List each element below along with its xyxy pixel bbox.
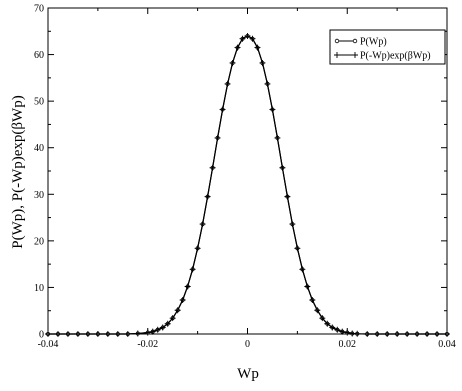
data-point [269, 106, 276, 113]
data-point [309, 297, 316, 304]
data-point [149, 328, 156, 335]
y-tick-label: 0 [39, 330, 44, 341]
legend-entry: P(Wp) [334, 37, 387, 48]
data-point [264, 80, 271, 87]
data-point [404, 331, 411, 337]
data-point [279, 164, 286, 171]
series-line [48, 35, 447, 335]
data-point [189, 266, 196, 273]
data-point [259, 59, 266, 66]
legend-marker [352, 52, 358, 58]
data-point [204, 193, 211, 200]
data-point [339, 328, 346, 335]
data-point [244, 32, 251, 39]
data-point [144, 329, 151, 336]
y-axis-title: P(Wp), P(-Wp)exp(βWp) [10, 95, 26, 248]
data-point [179, 297, 186, 304]
legend-label: P(-Wp)exp(βWp) [360, 51, 431, 62]
data-point [74, 331, 81, 337]
data-point [164, 320, 171, 327]
legend-label: P(Wp) [360, 37, 387, 48]
data-point [124, 331, 131, 337]
data-point [414, 331, 421, 337]
y-tick-label: 20 [34, 236, 44, 247]
data-point [234, 44, 241, 51]
y-tick-label: 70 [34, 4, 44, 15]
data-point [434, 331, 441, 337]
data-point [174, 307, 181, 314]
data-point [94, 331, 101, 337]
data-point [384, 331, 391, 337]
data-point [329, 324, 336, 331]
legend-marker [334, 52, 340, 58]
data-point [194, 245, 201, 252]
data-point [154, 326, 161, 333]
y-tick-label: 30 [34, 190, 44, 201]
legend-marker [334, 38, 340, 44]
series-line [48, 35, 447, 335]
data-point [199, 221, 206, 228]
data-point [254, 44, 261, 51]
data-point [394, 331, 401, 337]
data-point [104, 331, 111, 337]
data-point [284, 193, 291, 200]
data-point [239, 35, 246, 42]
data-point [319, 315, 326, 322]
x-axis-title: Wp [237, 366, 259, 382]
data-point [229, 59, 236, 66]
data-point [344, 329, 351, 336]
data-point [364, 331, 371, 337]
data-point [314, 307, 321, 314]
y-tick-label: 50 [34, 97, 44, 108]
data-point [274, 134, 281, 141]
series-2 [45, 32, 450, 337]
data-point [224, 80, 231, 87]
data-point [114, 331, 121, 337]
x-tick-label: -0.02 [137, 339, 158, 350]
data-point [219, 106, 226, 113]
data-point [64, 331, 71, 337]
data-point [374, 331, 381, 337]
x-tick-label: 0.04 [438, 339, 456, 350]
data-point [304, 283, 311, 290]
legend-box [329, 29, 446, 65]
data-point [424, 331, 431, 337]
x-tick-label: -0.04 [38, 339, 59, 350]
data-point [159, 324, 166, 331]
data-point [249, 35, 256, 42]
data-point [214, 134, 221, 141]
data-point [294, 245, 301, 252]
data-point [134, 330, 141, 337]
series-1 [46, 33, 449, 336]
legend-marker [352, 38, 358, 44]
x-tick-label: 0 [245, 339, 250, 350]
data-point [54, 331, 61, 337]
data-point [209, 164, 216, 171]
data-point [184, 283, 191, 290]
data-point [444, 331, 450, 337]
legend-entry: P(-Wp)exp(βWp) [334, 51, 431, 62]
y-tick-label: 10 [34, 283, 44, 294]
data-point [354, 330, 361, 337]
y-tick-label: 60 [34, 50, 44, 61]
data-point [299, 266, 306, 273]
data-point [289, 221, 296, 228]
data-point [45, 331, 51, 337]
x-tick-label: 0.02 [339, 339, 357, 350]
data-point [324, 320, 331, 327]
data-point [84, 331, 91, 337]
y-tick-label: 40 [34, 143, 44, 154]
data-point [334, 326, 341, 333]
data-point [169, 315, 176, 322]
